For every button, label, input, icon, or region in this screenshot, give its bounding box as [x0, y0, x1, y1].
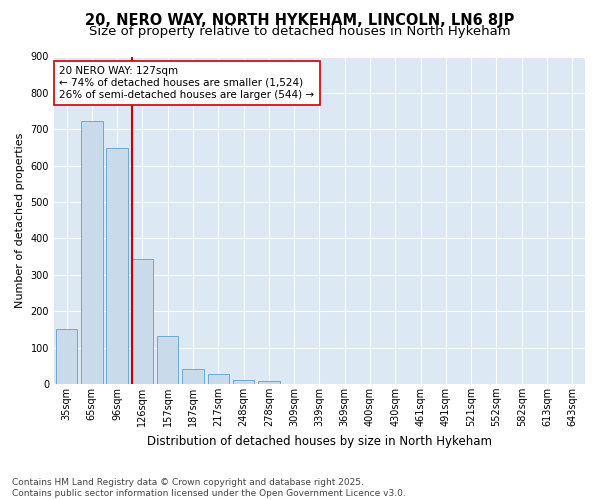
Bar: [258, 381, 280, 384]
Bar: [182, 370, 204, 384]
Bar: [157, 336, 178, 384]
Text: 20, NERO WAY, NORTH HYKEHAM, LINCOLN, LN6 8JP: 20, NERO WAY, NORTH HYKEHAM, LINCOLN, LN…: [85, 12, 515, 28]
Bar: [131, 260, 153, 384]
X-axis label: Distribution of detached houses by size in North Hykeham: Distribution of detached houses by size …: [147, 434, 492, 448]
Y-axis label: Number of detached properties: Number of detached properties: [15, 132, 25, 308]
Bar: [56, 330, 77, 384]
Bar: [81, 122, 103, 384]
Bar: [208, 374, 229, 384]
Text: Contains HM Land Registry data © Crown copyright and database right 2025.
Contai: Contains HM Land Registry data © Crown c…: [12, 478, 406, 498]
Bar: [106, 148, 128, 384]
Text: Size of property relative to detached houses in North Hykeham: Size of property relative to detached ho…: [89, 25, 511, 38]
Bar: [233, 380, 254, 384]
Text: 20 NERO WAY: 127sqm
← 74% of detached houses are smaller (1,524)
26% of semi-det: 20 NERO WAY: 127sqm ← 74% of detached ho…: [59, 66, 314, 100]
